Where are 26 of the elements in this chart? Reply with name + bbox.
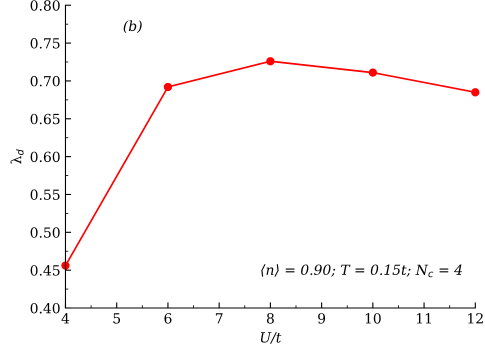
y-tick-label: 0.70: [30, 76, 60, 86]
x-tick-label: 5: [113, 313, 120, 324]
x-tick-label: 4: [61, 313, 70, 324]
x-tick-label: 9: [318, 313, 326, 324]
x-axis-title: U/t: [260, 332, 282, 344]
point: [471, 88, 480, 96]
y-tick-label: 0.65: [30, 114, 60, 124]
annotation: (b): [124, 20, 142, 34]
y-tick-label: 0.55: [30, 189, 60, 200]
y-tick-label: 0.60: [30, 152, 60, 162]
x-tick-label: 11: [416, 313, 431, 324]
y-tick-label: 0.80: [30, 0, 60, 11]
x-tick-label: 10: [366, 313, 381, 324]
point: [164, 82, 172, 92]
x-tick-label: 7: [216, 313, 223, 324]
y-tick-label: 0.40: [30, 302, 60, 314]
x-tick-label: 8: [266, 313, 274, 324]
point: [368, 68, 378, 77]
y-tick-label: 0.45: [30, 265, 60, 276]
y-tick-label: 0.50: [30, 227, 60, 238]
x-tick-label: 12: [468, 313, 483, 324]
annotation: ⟨n⟩ = 0.90; T = 0.15t; N$_{c}$ = 4: [261, 264, 462, 278]
point: [266, 57, 275, 66]
x-tick-label: 6: [164, 313, 172, 324]
y-tick-label: 0.75: [30, 38, 60, 49]
y-axis-title: λ$_{d}$: [10, 149, 24, 164]
